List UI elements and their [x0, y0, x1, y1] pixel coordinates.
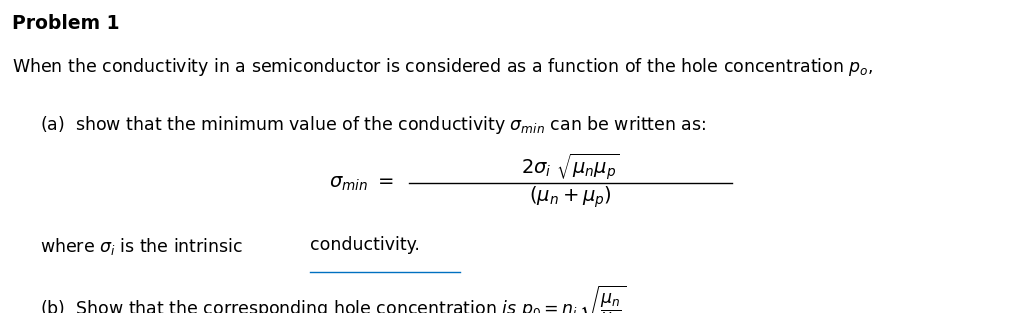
Text: $2\sigma_i\ \sqrt{\mu_n\mu_p}$: $2\sigma_i\ \sqrt{\mu_n\mu_p}$ — [521, 151, 620, 182]
Text: Problem 1: Problem 1 — [12, 14, 119, 33]
Text: $\sigma_{min}\ =$: $\sigma_{min}\ =$ — [328, 174, 394, 192]
Text: conductivity.: conductivity. — [310, 236, 420, 254]
Text: (a)  show that the minimum value of the conductivity $\sigma_{min}$ can be writt: (a) show that the minimum value of the c… — [40, 114, 707, 136]
Text: (b)  Show that the corresponding hole concentration $\mathit{is}\ p_0 = n_i\,\sq: (b) Show that the corresponding hole con… — [40, 283, 626, 313]
Text: When the conductivity in a semiconductor is considered as a function of the hole: When the conductivity in a semiconductor… — [12, 56, 874, 78]
Text: where $\sigma_i$ is the intrinsic: where $\sigma_i$ is the intrinsic — [40, 236, 244, 257]
Text: $(\mu_n+\mu_p)$: $(\mu_n+\mu_p)$ — [529, 185, 612, 210]
